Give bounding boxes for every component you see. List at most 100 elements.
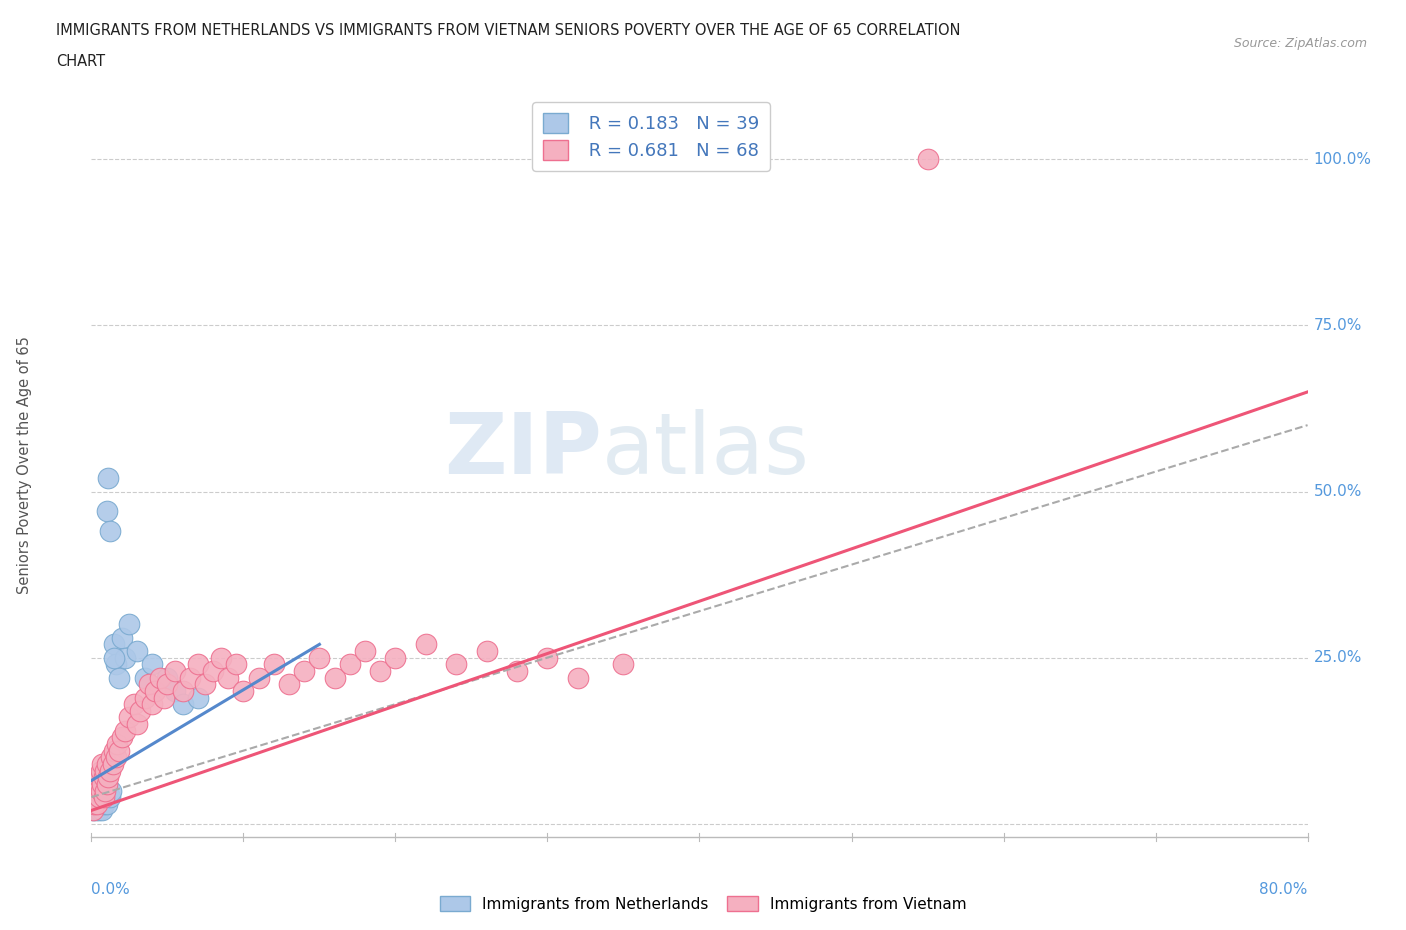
Text: 100.0%: 100.0% — [1313, 152, 1372, 166]
Legend:  R = 0.183   N = 39,  R = 0.681   N = 68: R = 0.183 N = 39, R = 0.681 N = 68 — [531, 102, 769, 171]
Point — [134, 690, 156, 705]
Point — [94, 783, 117, 798]
Point — [122, 697, 145, 711]
Point — [86, 790, 108, 804]
Point — [91, 790, 114, 804]
Point — [308, 650, 330, 665]
Point — [96, 504, 118, 519]
Point — [87, 803, 110, 817]
Text: CHART: CHART — [56, 54, 105, 69]
Point — [98, 764, 121, 778]
Point — [83, 790, 105, 804]
Point — [153, 690, 176, 705]
Point — [323, 671, 346, 685]
Point — [89, 783, 111, 798]
Point — [83, 796, 105, 811]
Point — [86, 783, 108, 798]
Point — [278, 677, 301, 692]
Point — [141, 657, 163, 671]
Point — [103, 650, 125, 665]
Point — [83, 796, 105, 811]
Point — [506, 663, 529, 678]
Point — [96, 796, 118, 811]
Point — [98, 524, 121, 538]
Point — [368, 663, 391, 678]
Point — [103, 743, 125, 758]
Point — [91, 803, 114, 817]
Point — [107, 671, 129, 685]
Point — [247, 671, 270, 685]
Text: ZIP: ZIP — [444, 408, 602, 492]
Point — [163, 684, 186, 698]
Point — [89, 796, 111, 811]
Text: Source: ZipAtlas.com: Source: ZipAtlas.com — [1233, 37, 1367, 50]
Point — [156, 677, 179, 692]
Point — [96, 777, 118, 791]
Point — [129, 703, 152, 718]
Point — [97, 471, 120, 485]
Point — [263, 657, 285, 671]
Point — [163, 663, 186, 678]
Text: Seniors Poverty Over the Age of 65: Seniors Poverty Over the Age of 65 — [17, 336, 32, 594]
Point — [143, 684, 166, 698]
Point — [96, 756, 118, 771]
Point — [97, 770, 120, 785]
Point — [202, 663, 225, 678]
Point — [84, 777, 107, 791]
Point — [612, 657, 634, 671]
Point — [84, 790, 107, 804]
Point — [87, 770, 110, 785]
Point — [93, 790, 115, 804]
Point — [91, 777, 114, 791]
Point — [172, 697, 194, 711]
Point — [94, 764, 117, 778]
Text: atlas: atlas — [602, 408, 810, 492]
Point — [91, 756, 114, 771]
Point — [292, 663, 315, 678]
Point — [187, 657, 209, 671]
Point — [84, 796, 107, 811]
Point — [232, 684, 254, 698]
Point — [536, 650, 558, 665]
Point — [156, 671, 179, 685]
Point — [179, 671, 201, 685]
Point — [475, 644, 498, 658]
Point — [354, 644, 377, 658]
Point — [114, 724, 136, 738]
Point — [100, 750, 122, 764]
Point — [125, 644, 148, 658]
Point — [111, 730, 134, 745]
Point — [101, 756, 124, 771]
Point — [567, 671, 589, 685]
Point — [134, 671, 156, 685]
Point — [105, 737, 128, 751]
Point — [118, 617, 141, 631]
Point — [217, 671, 239, 685]
Point — [86, 796, 108, 811]
Point — [96, 777, 118, 791]
Point — [172, 684, 194, 698]
Point — [82, 803, 104, 817]
Point — [104, 750, 127, 764]
Point — [93, 770, 115, 785]
Point — [111, 631, 134, 645]
Point — [89, 764, 111, 778]
Point — [209, 650, 232, 665]
Point — [138, 677, 160, 692]
Point — [415, 637, 437, 652]
Point — [100, 783, 122, 798]
Point — [107, 743, 129, 758]
Point — [93, 796, 115, 811]
Point — [104, 657, 127, 671]
Point — [86, 796, 108, 811]
Text: 25.0%: 25.0% — [1313, 650, 1362, 665]
Point — [917, 152, 939, 166]
Point — [84, 783, 107, 798]
Point — [98, 790, 121, 804]
Point — [83, 783, 105, 798]
Point — [82, 803, 104, 817]
Point — [149, 671, 172, 685]
Point — [89, 783, 111, 798]
Point — [225, 657, 247, 671]
Text: 0.0%: 0.0% — [91, 882, 131, 897]
